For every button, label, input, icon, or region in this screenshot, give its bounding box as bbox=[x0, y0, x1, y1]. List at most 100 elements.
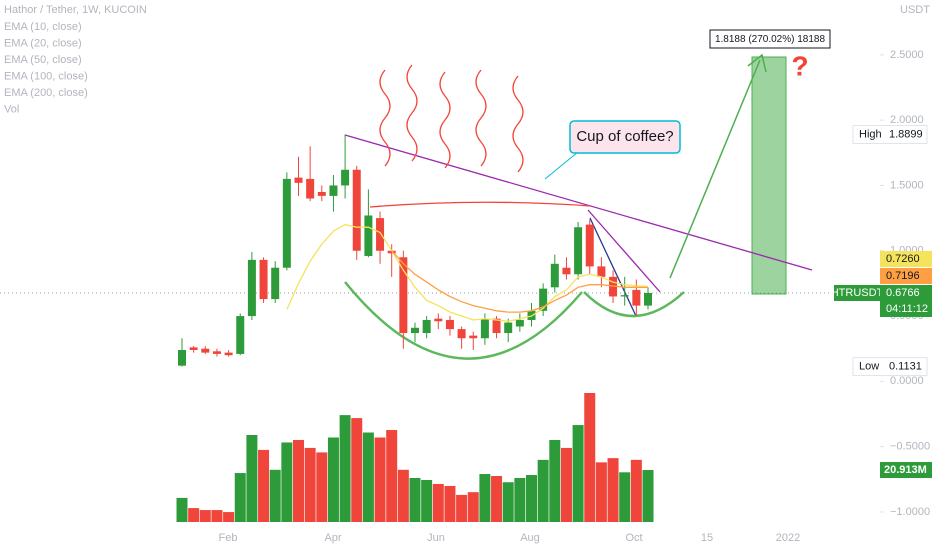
volume-bar bbox=[432, 483, 444, 522]
volume-bar bbox=[491, 476, 503, 522]
volume-bar bbox=[188, 508, 200, 522]
legend-title: Hathor / Tether, 1W, KUCOIN bbox=[4, 4, 147, 16]
candle-body bbox=[620, 295, 629, 297]
volume-bar bbox=[223, 512, 235, 522]
candle-body bbox=[236, 316, 245, 354]
steam-wave bbox=[406, 64, 418, 162]
volume-bar bbox=[293, 439, 304, 522]
y-tick-label: −0.5000 bbox=[890, 441, 930, 453]
extreme-badge bbox=[852, 357, 928, 377]
trend-line bbox=[344, 134, 813, 271]
arrow-head bbox=[747, 53, 767, 73]
legend-entry: EMA (10, close) bbox=[4, 21, 82, 33]
volume-bar bbox=[409, 478, 421, 522]
volume-bar bbox=[502, 482, 514, 522]
countdown: 04:11:12 bbox=[886, 303, 928, 315]
callout-pointer bbox=[544, 151, 579, 180]
candle-body bbox=[539, 288, 548, 311]
drawings-back bbox=[344, 53, 813, 360]
candle-body bbox=[597, 266, 606, 277]
candle-body bbox=[399, 257, 408, 334]
extreme-value: 0.1131 bbox=[889, 360, 922, 372]
handle-curve bbox=[583, 291, 685, 318]
steam-wave bbox=[379, 69, 391, 167]
question-mark: ? bbox=[791, 50, 808, 81]
volume-bar bbox=[456, 494, 468, 522]
volume-bar bbox=[595, 462, 607, 522]
candle-body bbox=[387, 250, 396, 254]
candle-body bbox=[341, 169, 350, 186]
marks bbox=[176, 134, 654, 522]
candle-body bbox=[306, 178, 315, 199]
x-tick-label: 2022 bbox=[776, 532, 800, 544]
candle-body bbox=[574, 227, 583, 275]
candle-body bbox=[480, 318, 489, 339]
candle-body bbox=[376, 218, 385, 251]
volume-bar bbox=[246, 435, 258, 522]
volume-bar bbox=[397, 469, 409, 522]
volume-bar bbox=[642, 470, 654, 522]
candle-body bbox=[294, 177, 303, 183]
legend-entry: EMA (20, close) bbox=[4, 37, 82, 49]
steam-wave bbox=[475, 69, 487, 167]
legend-entry: EMA (200, close) bbox=[4, 87, 88, 99]
volume-badge bbox=[880, 462, 932, 479]
volume-bar bbox=[351, 418, 363, 522]
volume-bar bbox=[514, 478, 526, 522]
extreme-name: High bbox=[859, 128, 882, 140]
ema-badge-label: 0.7260 bbox=[886, 253, 920, 265]
volume-bar bbox=[327, 437, 339, 522]
x-tick-label: 15 bbox=[701, 532, 713, 544]
price-badge bbox=[880, 284, 932, 317]
volume-bar bbox=[386, 430, 398, 522]
volume-bar bbox=[584, 393, 596, 522]
y-tick-label: 0.0000 bbox=[890, 375, 924, 387]
volume-label: 20.913M bbox=[884, 464, 927, 476]
callout-box bbox=[569, 120, 681, 154]
measure-box bbox=[709, 29, 831, 49]
volume-bar bbox=[269, 469, 281, 522]
volume-bar bbox=[258, 449, 270, 522]
projection-arrow bbox=[669, 59, 761, 279]
callout-text: Cup of coffee? bbox=[576, 128, 673, 145]
candle-body bbox=[632, 289, 641, 306]
legend-entry: Vol bbox=[4, 103, 19, 115]
volume-bar bbox=[526, 475, 537, 522]
ema-badge bbox=[880, 267, 932, 284]
volume-bar bbox=[199, 510, 211, 522]
steam bbox=[379, 64, 524, 173]
trend-line bbox=[587, 209, 661, 293]
x-tick-label: Aug bbox=[520, 532, 540, 544]
volume-bar bbox=[362, 432, 374, 522]
y-tick-label: 1.5000 bbox=[890, 179, 924, 191]
candle-body bbox=[178, 350, 186, 366]
ema-line bbox=[391, 250, 649, 313]
candle-body bbox=[422, 319, 431, 334]
candle-body bbox=[515, 319, 524, 327]
candle-body bbox=[212, 351, 221, 354]
x-tick-label: Oct bbox=[625, 532, 642, 544]
candle-body bbox=[352, 169, 361, 251]
volume-bar bbox=[467, 492, 479, 522]
y-tick-label: −1.0000 bbox=[890, 506, 930, 518]
volume-bar bbox=[316, 452, 328, 522]
candle-body bbox=[282, 178, 291, 268]
cup-curve bbox=[344, 281, 583, 360]
ema-badge bbox=[880, 250, 932, 267]
y-tick-label: 2.5000 bbox=[890, 49, 924, 61]
legend-entry: EMA (50, close) bbox=[4, 54, 82, 66]
candle-body bbox=[562, 267, 571, 275]
candle-body bbox=[201, 348, 210, 353]
volume-bar bbox=[211, 510, 223, 522]
rim-line bbox=[369, 201, 591, 208]
x-tick-label: Apr bbox=[324, 532, 341, 544]
candle-body bbox=[411, 327, 419, 334]
candle-body bbox=[492, 318, 501, 334]
candle-body bbox=[364, 215, 373, 256]
x-tick-label: Feb bbox=[219, 532, 238, 544]
volume-bar bbox=[572, 425, 584, 522]
candle-body bbox=[457, 329, 466, 339]
candle-body bbox=[189, 347, 198, 350]
